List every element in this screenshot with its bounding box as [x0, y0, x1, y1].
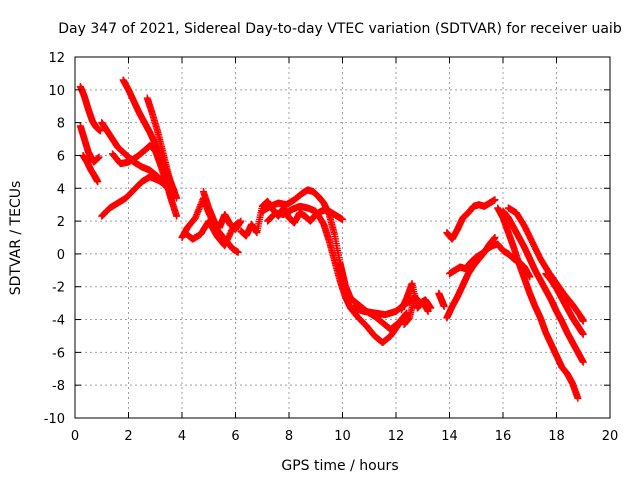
data-point	[579, 330, 587, 338]
series-sat-E	[98, 173, 178, 220]
x-tick-label: 4	[178, 429, 186, 444]
data-point	[579, 317, 587, 325]
y-tick-label: -8	[52, 379, 65, 394]
data-point	[579, 358, 587, 366]
series-sat-C	[79, 151, 102, 186]
y-tick-label: -2	[52, 281, 65, 296]
series-sat-B	[76, 122, 103, 166]
data-point	[491, 234, 499, 241]
series-sat-A	[76, 83, 104, 135]
data-points	[76, 76, 587, 402]
data-point	[440, 302, 448, 310]
series-sat-X	[504, 204, 587, 325]
series-sat-Q	[400, 293, 435, 328]
y-tick-label: -10	[44, 412, 65, 427]
series-sat-N	[264, 202, 403, 347]
y-tick-label: 10	[48, 84, 65, 99]
data-point	[96, 127, 104, 135]
y-tick-label: 12	[48, 51, 65, 66]
data-point	[94, 178, 102, 186]
x-tick-label: 2	[124, 429, 132, 444]
series-sat-K	[199, 188, 245, 233]
x-tick-label: 14	[441, 429, 458, 444]
series-sat-Y	[542, 270, 587, 338]
x-tick-label: 6	[231, 429, 239, 444]
series-sat-U	[443, 234, 499, 322]
x-tick-label: 16	[495, 429, 512, 444]
x-tick-label: 10	[334, 429, 351, 444]
series-sat-W	[499, 207, 587, 366]
data-point	[574, 394, 582, 402]
y-tick-label: 4	[57, 182, 65, 197]
y-tick-label: 0	[57, 248, 65, 263]
y-tick-label: -6	[52, 346, 65, 361]
series-sat-M	[258, 186, 411, 333]
y-tick-label: 2	[57, 215, 65, 230]
series-sat-H	[143, 94, 178, 199]
x-axis-ticks: 0 2 4 6 8 10 12 14 16 18 20	[71, 57, 618, 444]
data-point	[237, 217, 245, 225]
x-tick-label: 18	[548, 429, 565, 444]
chart-title: Day 347 of 2021, Sidereal Day-to-day VTE…	[58, 21, 622, 37]
x-tick-label: 8	[285, 429, 293, 444]
y-axis-ticks: -10 -8 -6 -4 -2 0 2 4 6 8 10 12	[44, 51, 610, 427]
y-tick-label: -4	[52, 314, 65, 329]
grid-lines	[75, 57, 610, 418]
x-axis-label: GPS time / hours	[281, 458, 398, 474]
series-sat-V	[494, 204, 582, 402]
x-tick-label: 20	[602, 429, 619, 444]
data-point	[170, 191, 178, 199]
series-sat-R	[435, 289, 448, 310]
data-point	[234, 248, 242, 256]
data-point	[427, 304, 435, 312]
data-point	[95, 153, 103, 161]
data-point	[339, 215, 346, 223]
y-tick-label: 8	[57, 117, 65, 132]
x-tick-label: 12	[388, 429, 405, 444]
y-axis-label: SDTVAR / TECUs	[8, 181, 24, 296]
x-tick-label: 0	[71, 429, 79, 444]
y-tick-label: 6	[57, 149, 65, 164]
data-point	[491, 196, 499, 204]
series-sat-S	[443, 196, 499, 243]
data-point	[173, 212, 181, 220]
